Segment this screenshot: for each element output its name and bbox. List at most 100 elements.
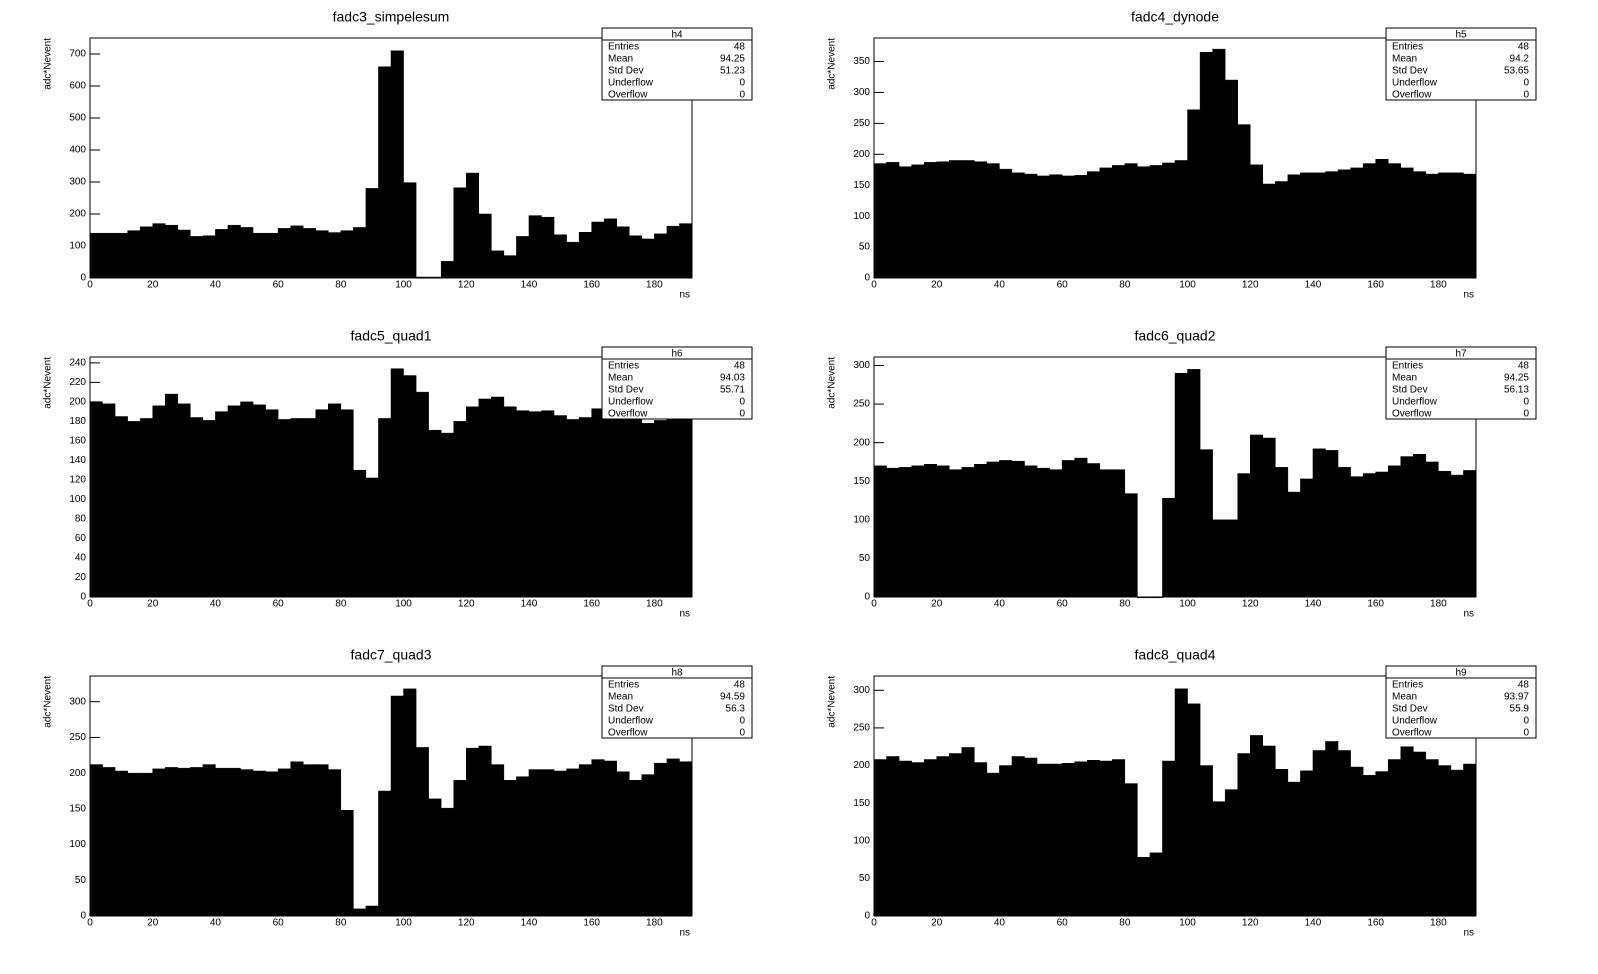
stats-label: Underflow <box>608 716 654 727</box>
bar <box>1262 437 1276 598</box>
x-tick-label: 60 <box>1057 280 1069 291</box>
bar <box>999 460 1013 598</box>
stats-value: 48 <box>734 361 746 372</box>
stats-label: Mean <box>1392 54 1417 65</box>
bar <box>616 226 630 279</box>
bar <box>1024 465 1038 598</box>
bar <box>666 225 680 279</box>
y-axis-label: adc*Nevent <box>43 676 54 728</box>
bar <box>328 403 342 598</box>
x-tick-label: 80 <box>1119 280 1131 291</box>
x-tick-label: 120 <box>458 918 475 929</box>
bar <box>1187 109 1201 279</box>
y-tick-label: 100 <box>853 211 870 222</box>
x-axis-label: ns <box>679 290 690 301</box>
y-tick-label: 100 <box>853 514 870 525</box>
stats-value: 0 <box>739 409 745 420</box>
bar <box>1325 171 1339 279</box>
stats-value: 94.25 <box>720 54 745 65</box>
bar <box>1061 763 1075 917</box>
y-tick-label: 400 <box>69 145 86 156</box>
bar <box>666 419 680 598</box>
stats-value: 48 <box>1518 361 1530 372</box>
bar <box>89 232 103 279</box>
bar <box>629 780 643 917</box>
stats-value: 0 <box>739 397 745 408</box>
stats-label: Entries <box>608 361 639 372</box>
bar <box>466 747 480 917</box>
bar <box>165 224 179 279</box>
bar <box>898 467 912 598</box>
stats-value: 94.2 <box>1510 54 1530 65</box>
bar <box>1212 48 1226 279</box>
bar <box>290 761 304 917</box>
bar <box>102 767 116 917</box>
x-tick-label: 20 <box>147 918 159 929</box>
bar <box>629 235 643 279</box>
bar <box>265 409 279 598</box>
bar <box>629 419 643 598</box>
bar <box>641 774 655 917</box>
y-tick-label: 80 <box>75 514 87 525</box>
y-tick-label: 100 <box>69 494 86 505</box>
bar <box>1049 469 1063 598</box>
bar <box>378 66 392 279</box>
bar <box>177 767 191 917</box>
stats-label: Entries <box>608 42 639 53</box>
x-tick-label: 20 <box>931 599 943 610</box>
y-tick-label: 250 <box>853 723 870 734</box>
stats-value: 55.71 <box>720 385 745 396</box>
bar <box>290 418 304 598</box>
bar <box>1362 775 1376 917</box>
y-tick-label: 150 <box>69 803 86 814</box>
bar <box>898 166 912 279</box>
bar <box>591 408 605 598</box>
stats-value: 0 <box>739 90 745 101</box>
stats-label: Mean <box>608 692 633 703</box>
bar <box>1438 765 1452 917</box>
bar <box>1174 688 1188 917</box>
x-tick-label: 100 <box>395 599 412 610</box>
bar <box>491 764 505 917</box>
x-tick-label: 20 <box>931 918 943 929</box>
y-tick-label: 40 <box>75 553 87 564</box>
histogram-panel: fadc6_quad2 0 50 100 150 200 250 300 0 20 40 60 80 10… <box>827 328 1537 620</box>
bar <box>190 767 204 917</box>
stats-label: Overflow <box>1392 90 1432 101</box>
bar <box>1162 162 1176 279</box>
x-tick-label: 80 <box>335 918 347 929</box>
bar <box>1061 175 1075 279</box>
bar <box>240 769 254 917</box>
stats-value: 48 <box>1518 680 1530 691</box>
bar <box>378 418 392 598</box>
x-tick-label: 180 <box>646 918 663 929</box>
stats-value: 0 <box>739 78 745 89</box>
stats-value: 48 <box>1518 42 1530 53</box>
bar <box>265 771 279 917</box>
bar <box>974 464 988 598</box>
bar <box>1350 476 1364 598</box>
bar <box>949 753 963 917</box>
y-tick-label: 240 <box>69 357 86 368</box>
bar <box>1187 369 1201 598</box>
y-tick-label: 100 <box>853 835 870 846</box>
y-tick-label: 20 <box>75 572 87 583</box>
bar <box>390 368 404 598</box>
plot-frame <box>873 37 1477 279</box>
x-tick-label: 160 <box>1367 280 1384 291</box>
bar <box>553 234 567 279</box>
x-tick-label: 40 <box>994 280 1006 291</box>
bar <box>503 255 517 279</box>
bar <box>1036 763 1050 917</box>
bar <box>340 230 354 279</box>
bar <box>165 393 179 598</box>
bar <box>936 161 950 279</box>
bar <box>139 226 153 279</box>
bar <box>152 223 166 279</box>
bar <box>566 419 580 598</box>
bar <box>873 759 887 917</box>
bar <box>453 187 467 279</box>
x-tick-label: 160 <box>1367 918 1384 929</box>
bar <box>553 770 567 917</box>
bar <box>491 250 505 279</box>
